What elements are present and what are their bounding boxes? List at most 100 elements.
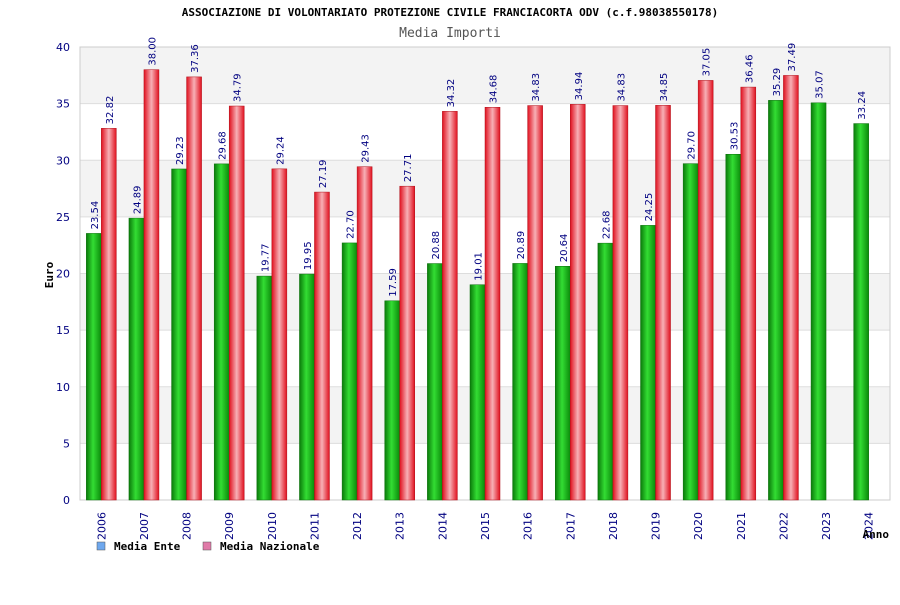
data-label: 20.88 — [431, 231, 442, 260]
y-tick-label: 0 — [63, 494, 70, 507]
bar-media-nazionale — [442, 111, 458, 501]
x-tick-label: 2017 — [564, 512, 577, 540]
data-label: 27.71 — [403, 154, 414, 183]
bar-media-ente — [469, 284, 486, 501]
chart-title: ASSOCIAZIONE DI VOLONTARIATO PROTEZIONE … — [182, 6, 718, 19]
bar-media-nazionale — [271, 168, 288, 501]
bar-media-ente — [682, 163, 699, 501]
bar-media-nazionale — [484, 106, 501, 501]
x-tick-label: 2023 — [820, 512, 833, 540]
data-label: 27.19 — [318, 159, 329, 188]
data-label: 35.07 — [815, 70, 826, 99]
bar-media-nazionale — [314, 191, 330, 501]
legend-entry: Media Ente — [114, 540, 181, 553]
x-tick-label: 2013 — [394, 512, 407, 540]
x-axis-label: Anno — [863, 528, 890, 541]
data-label: 34.32 — [446, 79, 457, 108]
bar-media-ente — [171, 168, 187, 501]
chart-subtitle: Media Importi — [399, 26, 501, 41]
data-label: 22.70 — [346, 210, 357, 239]
bar-media-ente — [725, 153, 742, 501]
legend-entry: Media Nazionale — [220, 540, 320, 553]
bar-media-nazionale — [783, 75, 799, 501]
bar-media-nazionale — [143, 69, 160, 501]
bar-media-ente — [213, 163, 230, 501]
data-label: 29.23 — [175, 136, 186, 165]
bar-media-nazionale — [228, 105, 245, 501]
bar-media-nazionale — [356, 166, 373, 501]
data-label: 29.24 — [275, 136, 286, 165]
data-label: 29.70 — [687, 131, 698, 160]
x-axis-ticks: 2006 2007 2008 2009 2010 2011 2012 2013 2014 2015… — [95, 512, 875, 540]
bar-media-nazionale — [655, 105, 671, 501]
bar-media-ente — [512, 263, 528, 501]
data-label: 17.59 — [388, 268, 399, 297]
data-label: 19.01 — [474, 252, 485, 281]
data-label: 38.00 — [147, 37, 158, 66]
x-tick-label: 2015 — [479, 512, 492, 540]
x-tick-label: 2014 — [436, 512, 449, 540]
y-tick-label: 25 — [56, 211, 70, 224]
data-label: 22.68 — [601, 211, 612, 240]
x-tick-label: 2021 — [735, 512, 748, 540]
bar-media-ente — [640, 225, 656, 501]
data-label: 34.83 — [531, 73, 542, 102]
data-label: 34.85 — [659, 73, 670, 102]
data-label: 34.68 — [489, 75, 500, 104]
data-label: 24.25 — [644, 193, 655, 222]
data-label: 35.29 — [772, 68, 783, 97]
legend: Media Ente Media Nazionale — [96, 540, 320, 553]
x-tick-label: 2024 — [863, 512, 876, 540]
bar-media-ente — [299, 273, 315, 501]
x-tick-label: 2008 — [181, 512, 194, 540]
x-tick-label: 2011 — [308, 512, 321, 540]
y-tick-label: 35 — [56, 98, 70, 111]
bar-media-nazionale — [186, 76, 202, 501]
data-labels-group: 23.54 32.82 24.89 38.00 29.23 37.36 29.68 34.79… — [90, 37, 868, 297]
bar-media-nazionale — [399, 185, 415, 501]
y-tick-label: 10 — [56, 381, 70, 394]
x-tick-label: 2016 — [522, 512, 535, 540]
bar-media-ente — [256, 275, 273, 501]
bar-media-ente — [128, 217, 145, 501]
bar-media-ente — [427, 263, 443, 501]
bar-media-nazionale — [101, 128, 117, 501]
data-label: 24.89 — [132, 185, 143, 214]
x-tick-label: 2009 — [223, 512, 236, 540]
y-tick-label: 5 — [63, 437, 70, 450]
data-label: 19.95 — [303, 241, 314, 270]
bar-media-nazionale — [570, 104, 586, 501]
data-label: 19.77 — [260, 243, 271, 272]
x-tick-label: 2022 — [777, 512, 790, 540]
bars-group — [86, 69, 869, 501]
x-tick-label: 2007 — [138, 512, 151, 540]
y-tick-label: 15 — [56, 324, 70, 337]
y-axis-ticks: 0 5 10 15 20 25 30 35 40 — [56, 41, 70, 507]
bar-media-nazionale — [527, 105, 543, 501]
bar-media-ente — [86, 233, 102, 501]
data-label: 34.83 — [616, 73, 627, 102]
x-tick-label: 2018 — [607, 512, 620, 540]
bar-media-ente — [597, 242, 614, 501]
x-tick-label: 2020 — [692, 512, 705, 540]
bar-media-ente — [341, 242, 358, 501]
data-label: 34.94 — [574, 72, 585, 101]
y-tick-label: 40 — [56, 41, 70, 54]
legend-swatch — [202, 541, 212, 551]
data-label: 36.46 — [744, 54, 755, 83]
data-label: 20.89 — [516, 231, 527, 260]
data-label: 23.54 — [90, 201, 101, 230]
x-tick-label: 2019 — [650, 512, 663, 540]
bar-media-ente — [555, 266, 571, 501]
x-tick-label: 2010 — [266, 512, 279, 540]
bar-media-ente — [853, 123, 869, 501]
data-label: 30.53 — [729, 122, 740, 151]
data-label: 37.36 — [190, 44, 201, 73]
data-label: 32.82 — [105, 96, 116, 125]
legend-swatch — [96, 541, 106, 551]
y-tick-label: 30 — [56, 154, 70, 167]
bar-media-nazionale — [697, 80, 714, 501]
data-label: 37.49 — [787, 43, 798, 72]
